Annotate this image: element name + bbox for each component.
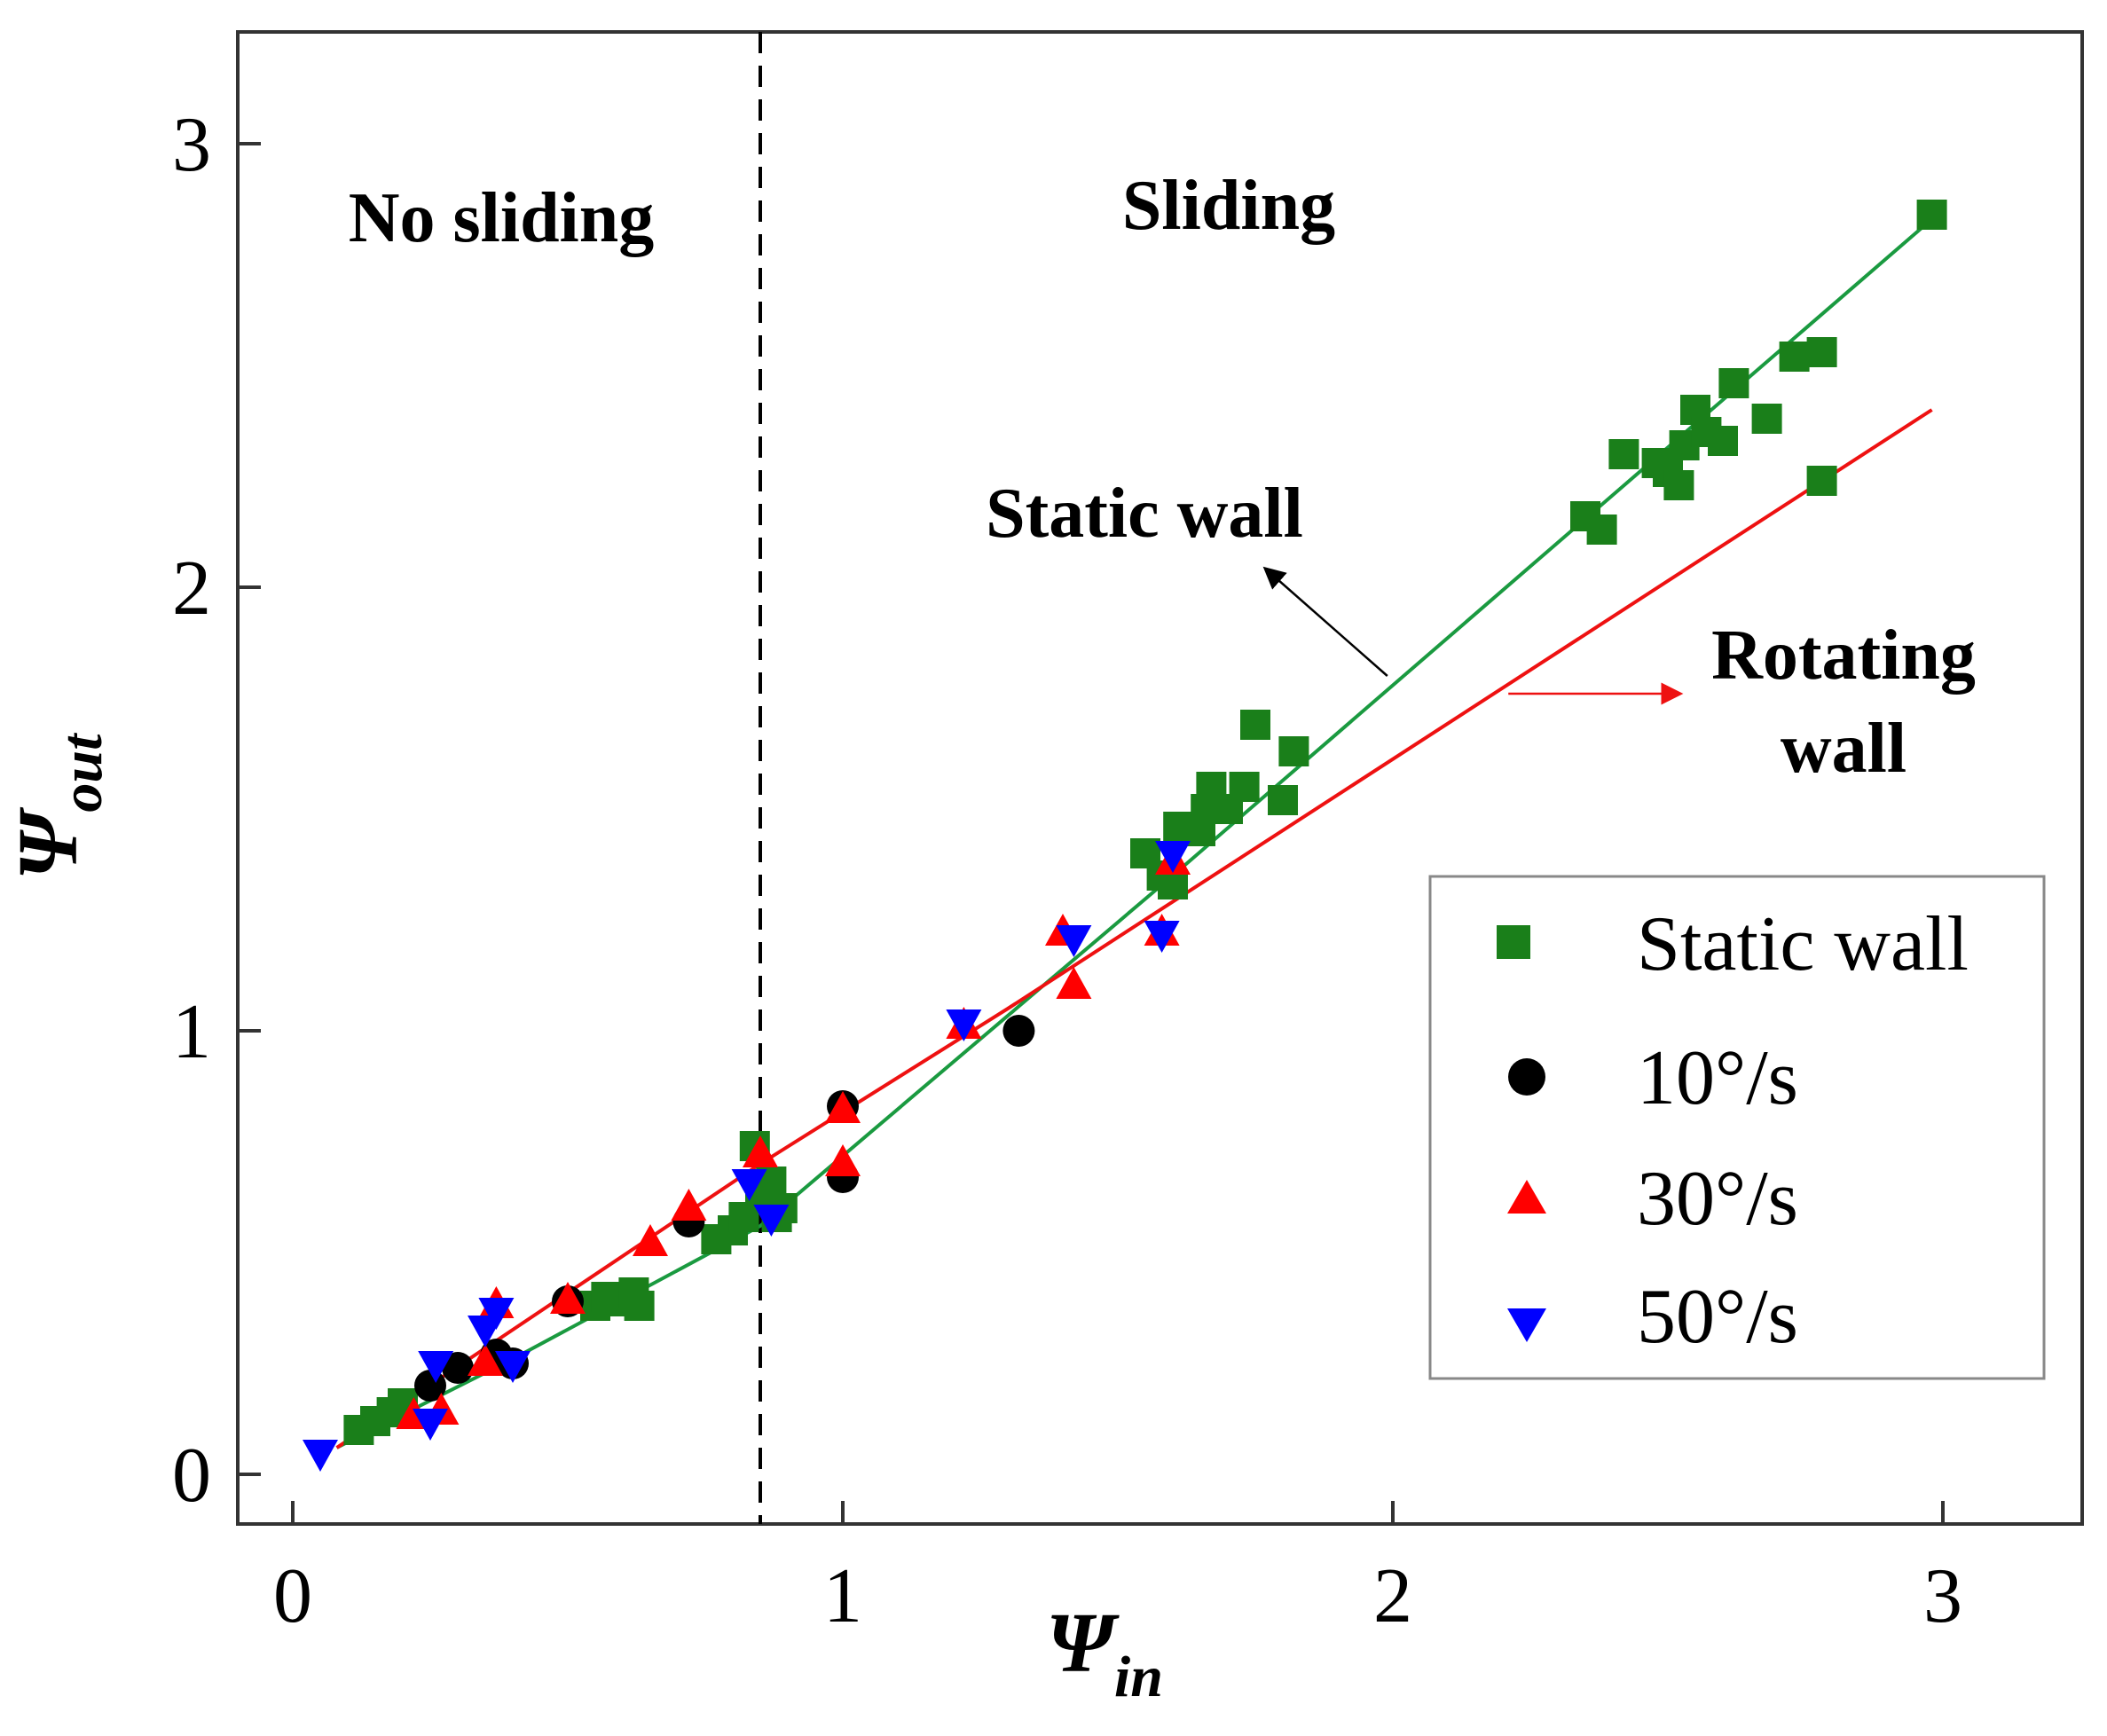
point-static-wall bbox=[624, 1291, 655, 1321]
legend-marker-10 bbox=[1508, 1058, 1545, 1096]
point-30-deg-s bbox=[825, 1091, 861, 1123]
point-30-deg-s bbox=[825, 1144, 861, 1176]
axis-ticks bbox=[238, 142, 1945, 1524]
legend-label-30: 30°/s bbox=[1637, 1156, 1798, 1242]
point-static-wall bbox=[1779, 342, 1810, 372]
y-tick-label: 3 bbox=[172, 102, 211, 188]
point-static-wall bbox=[1806, 466, 1837, 496]
point-50-deg-s bbox=[1056, 925, 1092, 957]
plot-frame bbox=[236, 30, 2084, 1526]
data-points bbox=[303, 200, 1947, 1472]
point-static-wall bbox=[1229, 772, 1260, 802]
legend-box bbox=[1428, 875, 2046, 1380]
point-30-deg-s bbox=[550, 1282, 586, 1314]
y-tick-label: 1 bbox=[172, 989, 211, 1075]
point-50-deg-s bbox=[303, 1440, 338, 1472]
point-static-wall bbox=[1751, 404, 1782, 434]
x-axis-title: Ψin bbox=[1046, 1595, 1163, 1709]
y-tick-label: 2 bbox=[172, 546, 211, 632]
annotation-static-wall-arrow bbox=[1262, 566, 1388, 677]
point-static-wall bbox=[1278, 736, 1309, 766]
fit-line-rotating-wall bbox=[335, 408, 1933, 1449]
y-tick-label: 0 bbox=[172, 1433, 211, 1519]
point-30-deg-s bbox=[743, 1135, 778, 1167]
point-50-deg-s bbox=[495, 1351, 531, 1383]
point-50-deg-s bbox=[418, 1351, 454, 1383]
legend-label-static-wall: Static wall bbox=[1637, 901, 1969, 987]
legend-marker-50 bbox=[1507, 1308, 1546, 1342]
point-30-deg-s bbox=[1056, 967, 1092, 999]
annotation-rotating-wall-line1: Rotating bbox=[1711, 617, 1976, 695]
point-50-deg-s bbox=[478, 1298, 515, 1330]
point-50-deg-s bbox=[1155, 841, 1191, 873]
point-static-wall bbox=[1806, 337, 1837, 367]
point-30-deg-s bbox=[671, 1189, 707, 1221]
annotation-static-wall: Static wall bbox=[986, 475, 1303, 553]
point-static-wall bbox=[1586, 515, 1617, 545]
x-tick-label: 3 bbox=[1923, 1553, 1962, 1639]
point-static-wall bbox=[1608, 439, 1639, 469]
point-50-deg-s bbox=[1144, 921, 1180, 953]
legend-label-10: 10°/s bbox=[1637, 1035, 1798, 1121]
point-50-deg-s bbox=[753, 1205, 790, 1237]
point-10-deg-s bbox=[1002, 1015, 1035, 1047]
legend: Static wall 10°/s 30°/s 50°/s bbox=[1428, 875, 2046, 1380]
point-30-deg-s bbox=[633, 1224, 668, 1256]
point-static-wall bbox=[1663, 470, 1694, 500]
point-static-wall bbox=[1708, 426, 1738, 456]
point-50-deg-s bbox=[946, 1009, 982, 1041]
legend-label-50: 50°/s bbox=[1637, 1274, 1798, 1360]
x-tick-label: 0 bbox=[273, 1553, 312, 1639]
annotation-rotating-wall-line2: wall bbox=[1781, 710, 1907, 788]
legend-marker-30 bbox=[1507, 1180, 1546, 1214]
fit-lines bbox=[335, 217, 1933, 1449]
point-50-deg-s bbox=[731, 1169, 767, 1201]
region-label-no-sliding: No sliding bbox=[349, 179, 655, 257]
region-label-sliding: Sliding bbox=[1122, 167, 1335, 245]
point-static-wall bbox=[1268, 785, 1298, 815]
axis-tick-labels: 0 1 2 3 0 1 2 3 bbox=[172, 102, 1962, 1639]
point-30-deg-s bbox=[468, 1344, 503, 1376]
point-static-wall bbox=[1916, 200, 1947, 230]
x-tick-label: 2 bbox=[1373, 1553, 1412, 1639]
point-static-wall bbox=[1718, 368, 1749, 398]
y-axis-title: Ψout bbox=[0, 733, 114, 880]
point-10-deg-s bbox=[442, 1352, 474, 1384]
point-static-wall bbox=[1240, 710, 1270, 740]
legend-marker-static-wall bbox=[1497, 925, 1530, 959]
point-50-deg-s bbox=[413, 1409, 448, 1441]
fit-line-static-wall bbox=[335, 217, 1933, 1449]
x-tick-label: 1 bbox=[823, 1553, 862, 1639]
